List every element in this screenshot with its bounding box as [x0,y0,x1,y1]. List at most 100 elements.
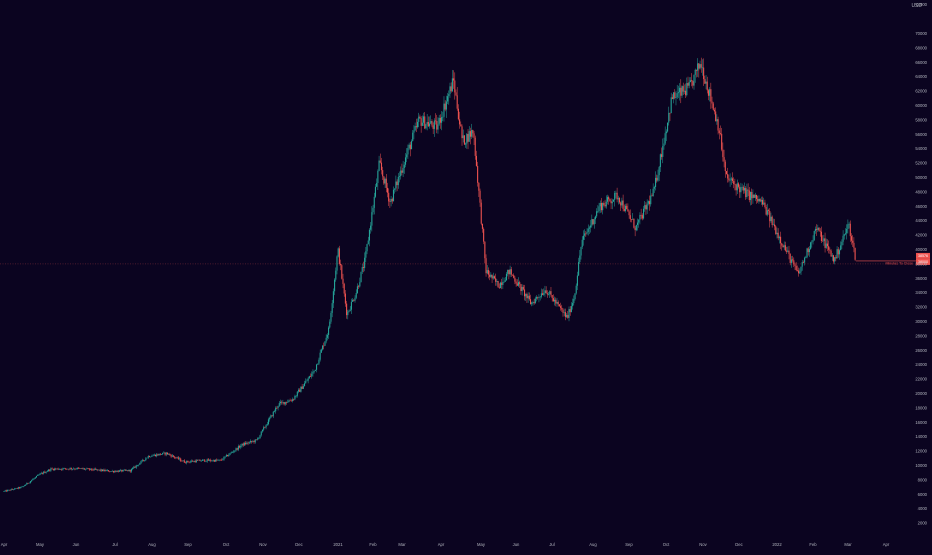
price-tick-label: 44000 [915,218,927,223]
candle-down [108,470,110,472]
candle-up [105,470,107,472]
candle-down [475,155,477,166]
candle-up [716,119,718,122]
candle-down [526,293,528,299]
candle-down [391,198,393,202]
candle-down [207,459,209,461]
candle-down [651,195,653,197]
candle-up [96,469,98,471]
candle-down [603,202,605,205]
candle-down [166,452,169,455]
candle-up [597,211,599,212]
candle-up [681,86,683,96]
candle-up [663,143,665,147]
candle-down [79,468,81,469]
candle-down [489,274,491,277]
candle-down [713,109,716,112]
candle-up [126,470,128,471]
candle-up [217,460,219,461]
candle-up [740,187,742,193]
candle-down [661,154,663,157]
candle-down [731,178,734,182]
price-tick-label: 28000 [915,333,927,338]
candle-up [693,74,695,86]
candle-up [28,482,30,484]
candle-up [556,302,558,304]
price-tick-label: 64000 [915,74,927,79]
candle-down [786,250,788,252]
candle-down [358,286,360,287]
candle-up [90,468,92,470]
candle-up [644,205,646,209]
candle-down [65,468,68,470]
candle-down [450,86,452,92]
time-axis[interactable]: Apr May Jun Jul Aug Sep Oct Nov Dec 2021 Feb Mar Apr… [1,542,890,547]
candle-up [325,337,327,342]
candle-up [579,255,581,263]
candle-down [537,297,539,298]
candle-down [196,460,199,461]
candle-up [548,294,550,295]
candle-up [588,227,590,229]
candle-up [17,487,19,489]
candle-up [297,389,300,392]
candle-down [567,315,569,318]
candle-down [346,303,348,316]
candle-down [724,161,726,172]
candle-up [31,480,33,482]
candle-down [117,470,119,472]
candle-up [392,189,395,202]
candle-down [820,231,822,241]
candle-up [132,468,134,470]
candle-down [362,267,364,268]
candle-up [426,121,428,125]
price-axis[interactable]: 2000 4000 6000 8000 10000 12000 14000 16000 1800… [915,2,927,525]
candle-down [192,460,194,462]
candle-up [606,197,609,202]
candle-up [337,248,339,257]
candle-down [561,307,563,310]
candle-up [317,363,319,365]
candle-up [103,469,105,472]
candle-up [302,386,304,389]
candle-up [365,251,367,258]
candle-up [810,242,812,250]
candle-down [453,78,455,81]
candle-up [400,170,402,177]
candle-down [129,469,131,472]
candle-down [401,170,403,173]
candle-down [669,112,671,114]
candle-up [658,167,660,176]
candle-up [252,441,254,442]
candle-up [279,401,282,404]
candle-up [673,92,675,99]
time-tick-label: Feb [369,542,377,547]
candle-down [164,452,166,455]
candle-up [496,281,498,282]
candle-up [413,130,415,133]
candle-up [705,81,707,84]
candle-up [632,218,634,220]
candle-down [157,454,159,456]
candle-down [61,469,63,470]
candle-down [728,178,730,181]
candle-up [800,266,802,272]
time-tick-label: Nov [259,542,267,547]
time-tick-label: Dec [735,542,742,547]
candle-up [593,219,595,225]
candle-down [727,174,729,179]
candle-down [645,205,647,210]
candle-up [147,456,149,458]
candle-down [180,458,182,461]
candle-up [93,468,95,471]
candle-down [485,258,487,274]
candle-down [99,469,101,471]
candle-down [515,281,517,284]
candle-up [307,378,309,381]
candle-down [747,189,749,191]
candle-up [729,180,731,181]
candle-down [424,116,426,129]
candle-down [338,248,340,264]
candle-up [190,460,193,462]
candle-down [219,459,221,461]
